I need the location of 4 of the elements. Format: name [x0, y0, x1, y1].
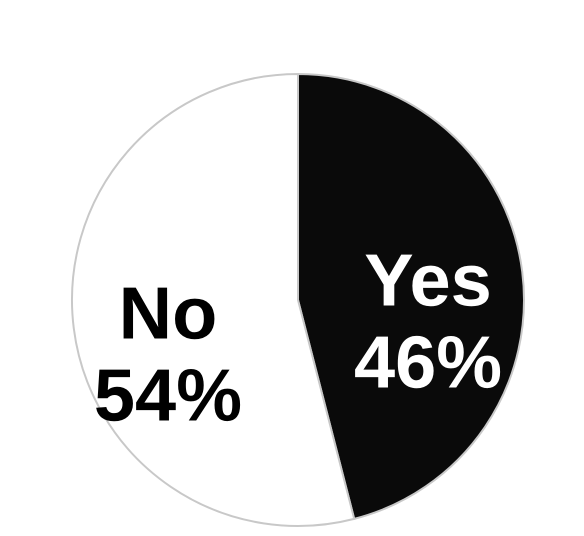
data-label: 46% — [354, 320, 502, 404]
data-label: 54% — [94, 353, 242, 436]
slice-label: Yes — [364, 238, 492, 322]
slice-label: No — [118, 271, 218, 354]
